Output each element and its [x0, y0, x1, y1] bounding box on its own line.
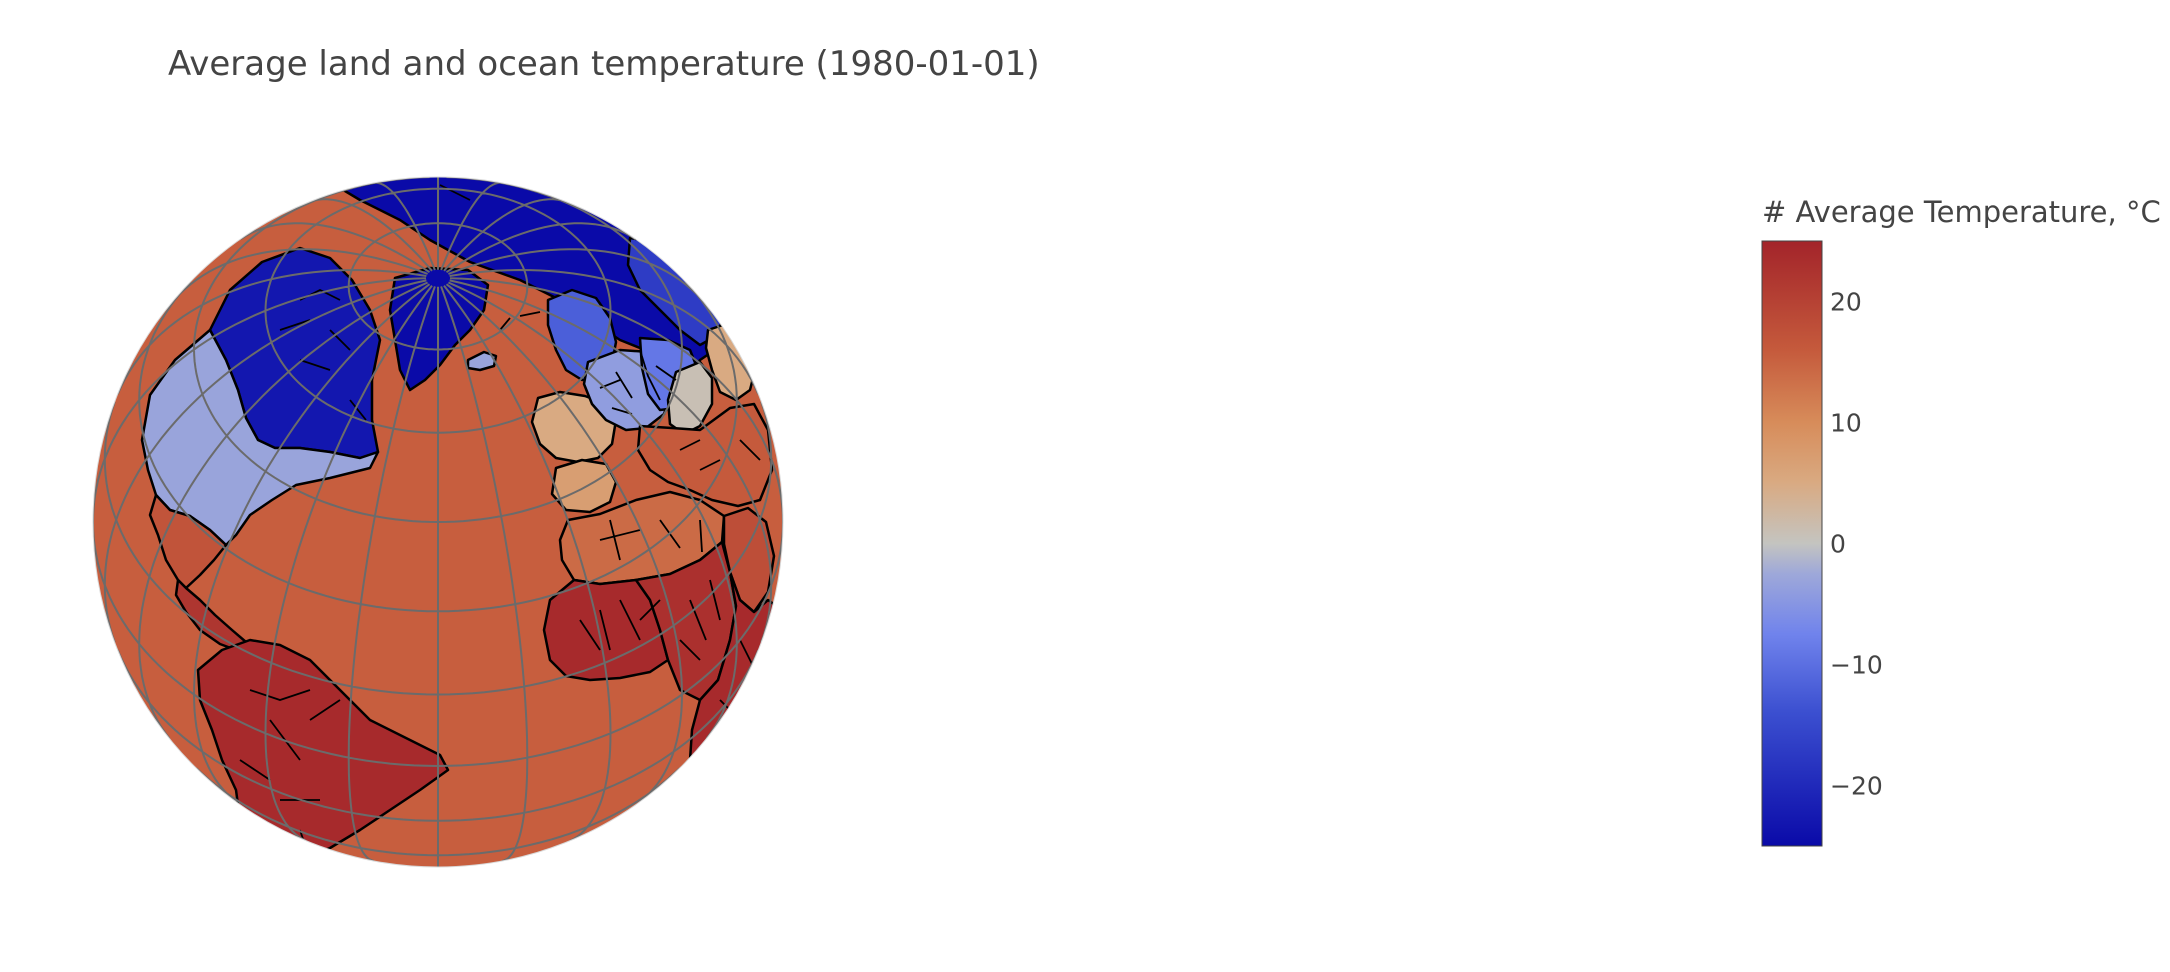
globe-outline	[92, 176, 784, 868]
graticule-path	[93, 177, 783, 867]
region-middle-east[interactable]	[636, 402, 774, 508]
colorbar-ticks: 20 10 0 −10 −20	[1830, 288, 1883, 801]
chart-title: Average land and ocean temperature (1980…	[168, 44, 1040, 84]
graticule-lines	[93, 177, 783, 867]
globe-map[interactable]	[92, 174, 784, 868]
country-borders	[239, 181, 761, 861]
colorbar: # Average Temperature, °C 20 10 0 −10 −20	[1761, 195, 2161, 847]
colorbar-tick-label: −10	[1830, 651, 1883, 680]
region-mexico[interactable]	[148, 493, 228, 590]
colorbar-tick-label: 10	[1830, 409, 1862, 438]
colorbar-tick-label: 20	[1830, 288, 1862, 317]
colorbar-title: # Average Temperature, °C	[1762, 195, 2161, 229]
colorbar-gradient	[1761, 240, 1823, 847]
colorbar-tick-label: −20	[1830, 772, 1883, 801]
colorbar-tick-label: 0	[1830, 530, 1846, 559]
region-west-africa[interactable]	[542, 578, 670, 682]
